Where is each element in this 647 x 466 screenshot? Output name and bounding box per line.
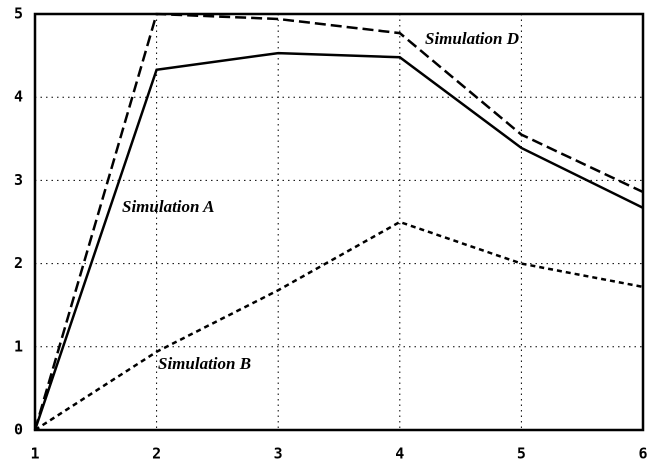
series-line (34, 220, 644, 432)
series-label: Simulation B (158, 354, 251, 373)
y-tick-label: 5 (14, 5, 23, 23)
y-tick-label: 1 (14, 337, 23, 355)
x-tick-label: 2 (152, 445, 161, 463)
plot-frame (33, 12, 645, 432)
x-tick-label: 4 (395, 445, 404, 463)
series-line (33, 51, 644, 431)
x-tick-label: 5 (517, 445, 526, 463)
series-line (33, 12, 644, 431)
y-tick-label: 4 (14, 88, 23, 106)
x-tick-label: 1 (30, 445, 39, 463)
y-tick-label: 3 (14, 171, 23, 189)
y-tick-label: 2 (14, 254, 23, 272)
y-tick-label: 0 (14, 421, 23, 439)
series-label: Simulation A (122, 197, 214, 216)
x-tick-label: 3 (274, 445, 283, 463)
x-tick-label: 6 (638, 445, 647, 463)
series-label: Simulation D (425, 29, 519, 48)
